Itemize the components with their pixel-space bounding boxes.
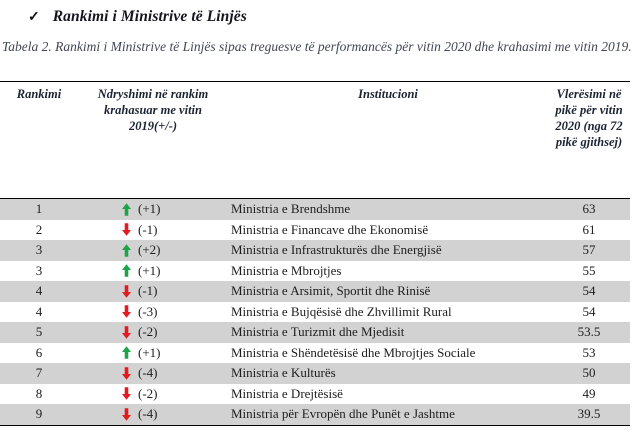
change-arrow-icon <box>122 346 131 360</box>
rank-cell: 4 <box>35 303 43 319</box>
institution-cell: Ministria e Brendshme <box>231 201 351 217</box>
ranking-table: Rankimi Ndryshimi në rankim krahasuar me… <box>0 81 630 426</box>
change-cell: (-4) <box>78 365 228 381</box>
rank-cell: 5 <box>35 324 43 340</box>
table-row: 1 (+1) Ministria e Brendshme 63 <box>0 199 630 220</box>
rank-cell: 3 <box>35 242 43 258</box>
change-value: (-2) <box>138 385 158 401</box>
rank-cell: 9 <box>35 406 43 422</box>
score-cell: 53 <box>582 344 596 360</box>
table-row: 8 (-2) Ministria e Drejtësisë 49 <box>0 383 630 404</box>
rank-cell: 4 <box>35 283 43 299</box>
change-value: (-1) <box>138 221 158 237</box>
change-cell: (+1) <box>78 345 228 361</box>
institution-cell: Ministria e Financave dhe Ekonomisë <box>231 221 429 237</box>
header-change: Ndryshimi në rankim krahasuar me vitin 2… <box>97 87 209 133</box>
table-row: 9 (-4) Ministria për Evropën dhe Punët e… <box>0 404 630 425</box>
change-value: (-4) <box>138 406 158 422</box>
change-cell: (-3) <box>78 304 228 320</box>
score-cell: 55 <box>582 262 596 278</box>
table-header-row: Rankimi Ndryshimi në rankim krahasuar me… <box>0 81 630 199</box>
institution-cell: Ministria e Infrastrukturës dhe Energjis… <box>231 242 442 258</box>
table-row: 5 (-2) Ministria e Turizmit dhe Mjedisit… <box>0 322 630 343</box>
table-caption: Tabela 2. Rankimi i Ministrive të Linjës… <box>2 39 632 54</box>
rank-cell: 7 <box>35 365 43 381</box>
change-arrow-icon <box>122 387 131 401</box>
table-row: 6 (+1) Ministria e Shëndetësisë dhe Mbro… <box>0 342 630 363</box>
institution-cell: Ministria e Kulturës <box>231 365 336 381</box>
score-cell: 49 <box>582 385 596 401</box>
change-arrow-icon <box>122 407 131 421</box>
change-value: (+1) <box>138 344 161 360</box>
institution-cell: Ministria e Shëndetësisë dhe Mbrojtjes S… <box>231 344 476 360</box>
change-value: (+2) <box>138 242 161 258</box>
score-cell: 54 <box>582 283 596 299</box>
change-cell: (-4) <box>78 406 228 422</box>
rank-cell: 3 <box>35 262 43 278</box>
rank-cell: 8 <box>35 385 43 401</box>
section-title-row: ✓ Rankimi i Ministrive të Linjës <box>28 8 247 26</box>
change-cell: (+1) <box>78 263 228 279</box>
change-arrow-icon <box>122 284 131 298</box>
change-value: (-3) <box>138 303 158 319</box>
change-arrow-icon <box>122 305 131 319</box>
score-cell: 39.5 <box>577 406 601 422</box>
institution-cell: Ministria për Evropën dhe Punët e Jashtm… <box>231 406 455 422</box>
institution-cell: Ministria e Bujqësisë dhe Zhvillimit Rur… <box>231 303 452 319</box>
change-cell: (-2) <box>78 324 228 340</box>
institution-cell: Ministria e Drejtësisë <box>231 385 343 401</box>
change-cell: (+1) <box>78 201 228 217</box>
institution-cell: Ministria e Turizmit dhe Mjedisit <box>231 324 405 340</box>
table-row: 3 (+2) Ministria e Infrastrukturës dhe E… <box>0 240 630 261</box>
change-value: (-2) <box>138 324 158 340</box>
change-arrow-icon <box>122 264 131 278</box>
table-row: 4 (-3) Ministria e Bujqësisë dhe Zhvilli… <box>0 301 630 322</box>
change-cell: (+2) <box>78 242 228 258</box>
score-cell: 61 <box>582 221 596 237</box>
institution-cell: Ministria e Mbrojtjes <box>231 262 342 278</box>
table-row: 4 (-1) Ministria e Arsimit, Sportit dhe … <box>0 281 630 302</box>
change-value: (-1) <box>138 283 158 299</box>
rank-cell: 2 <box>35 221 43 237</box>
table-row: 2 (-1) Ministria e Financave dhe Ekonomi… <box>0 219 630 240</box>
change-arrow-icon <box>122 325 131 339</box>
score-cell: 50 <box>582 365 596 381</box>
score-cell: 63 <box>582 201 596 217</box>
change-cell: (-2) <box>78 386 228 402</box>
table-row: 7 (-4) Ministria e Kulturës 50 <box>0 363 630 384</box>
table-body: 1 (+1) Ministria e Brendshme 63 2 (-1) M… <box>0 199 630 426</box>
change-arrow-icon <box>122 202 131 216</box>
institution-cell: Ministria e Arsimit, Sportit dhe Rinisë <box>231 283 431 299</box>
change-cell: (-1) <box>78 222 228 238</box>
rank-cell: 6 <box>35 344 43 360</box>
header-institution: Institucioni <box>358 87 418 101</box>
change-value: (+1) <box>138 201 161 217</box>
header-score: Vlerësimi në pikë për vitin 2020 (nga 72… <box>555 87 623 149</box>
header-rank: Rankimi <box>16 87 62 101</box>
score-cell: 57 <box>582 242 596 258</box>
change-arrow-icon <box>122 243 131 257</box>
change-cell: (-1) <box>78 283 228 299</box>
change-arrow-icon <box>122 366 131 380</box>
score-cell: 54 <box>582 303 596 319</box>
change-value: (-4) <box>138 365 158 381</box>
checkmark-bullet-icon: ✓ <box>28 10 40 25</box>
change-arrow-icon <box>122 223 131 237</box>
change-value: (+1) <box>138 262 161 278</box>
rank-cell: 1 <box>35 201 43 217</box>
score-cell: 53.5 <box>577 324 601 340</box>
table-row: 3 (+1) Ministria e Mbrojtjes 55 <box>0 260 630 281</box>
section-title: Rankimi i Ministrive të Linjës <box>52 8 247 25</box>
